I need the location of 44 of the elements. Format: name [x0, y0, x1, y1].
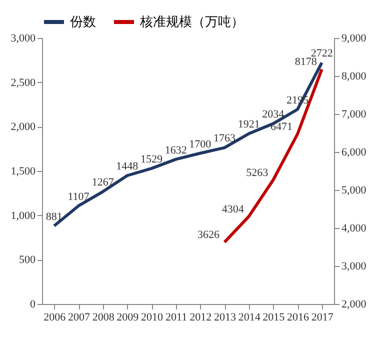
data-label: 8178: [294, 56, 318, 68]
x-tick-label: 2017: [311, 312, 334, 324]
data-label: 5263: [246, 167, 269, 180]
y2-tick-label: 2,000: [342, 298, 367, 310]
x-tick-label: 2015: [262, 312, 286, 324]
data-label: 4304: [222, 203, 244, 216]
y-tick-label: 500: [19, 254, 36, 266]
y-tick-label: 3,000: [10, 32, 36, 44]
data-label: 1763: [214, 132, 236, 145]
data-label: 1267: [92, 176, 114, 189]
data-label: 1529: [140, 153, 163, 166]
y-tick-label: 0: [30, 298, 36, 310]
y2-tick-label: 9,000: [342, 32, 367, 44]
data-label: 1448: [116, 160, 139, 173]
data-label: 2034: [262, 108, 285, 121]
x-tick-label: 2006: [44, 312, 66, 324]
y2-tick-label: 4,000: [342, 222, 367, 234]
y2-tick-label: 6,000: [342, 146, 367, 158]
y-tick-label: 1,000: [10, 210, 36, 222]
x-tick-label: 2014: [238, 312, 261, 324]
x-tick-label: 2007: [68, 312, 90, 324]
x-tick-label: 2009: [116, 312, 140, 324]
data-label: 1632: [164, 144, 187, 156]
y2-tick-label: 7,000: [342, 108, 367, 120]
x-tick-label: 2010: [141, 312, 164, 324]
y2-tick-label: 3,000: [342, 260, 367, 272]
x-tick-label: 2008: [92, 312, 115, 324]
data-label: 1921: [238, 118, 260, 131]
x-tick-label: 2012: [190, 312, 212, 324]
data-label: 3626: [198, 229, 220, 242]
y-tick-label: 1,500: [10, 166, 36, 178]
x-tick-label: 2013: [214, 312, 236, 324]
data-label: 1107: [68, 190, 90, 203]
data-label: 881: [46, 210, 62, 223]
y2-tick-label: 5,000: [342, 184, 367, 196]
legend-label: 核准规模（万吨）: [139, 14, 244, 29]
legend-label: 份数: [70, 14, 96, 29]
y-tick-label: 2,500: [10, 76, 36, 89]
x-tick-label: 2011: [166, 312, 188, 324]
data-label: 1700: [189, 138, 212, 150]
y2-tick-label: 8,000: [342, 70, 367, 82]
x-tick-label: 2016: [287, 312, 310, 324]
y-tick-label: 2,000: [10, 121, 36, 134]
data-label: 6471: [270, 121, 292, 134]
